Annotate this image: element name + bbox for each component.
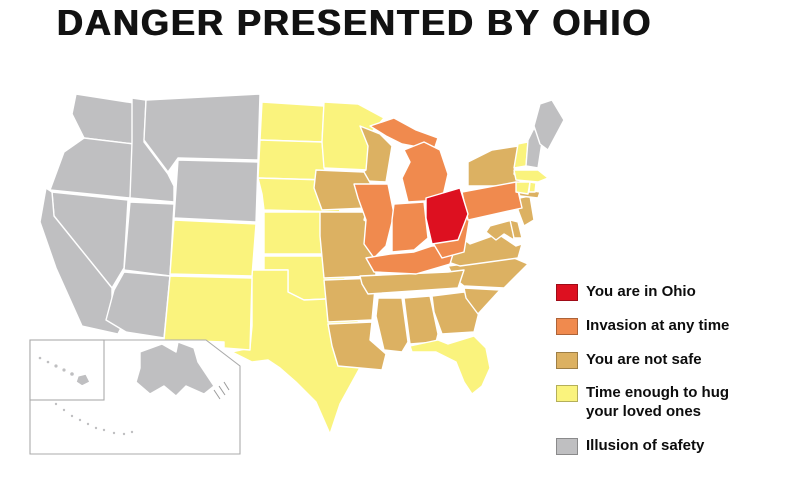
- legend-swatch-not_safe: [556, 351, 578, 369]
- state-ri: [528, 181, 537, 193]
- state-co: [169, 219, 257, 277]
- legend-swatch-ohio: [556, 284, 578, 301]
- state-hi: [38, 356, 91, 387]
- legend-label: You are not safe: [586, 350, 702, 368]
- state-wy: [173, 159, 259, 223]
- legend-item-illusion: Illusion of safety: [556, 437, 792, 456]
- legend-label: Illusion of safety: [586, 436, 705, 454]
- state-fl: [409, 335, 491, 395]
- legend: You are in Ohio Invasion at any time You…: [556, 283, 792, 471]
- state-mt: [143, 93, 261, 173]
- state-wa: [71, 93, 141, 145]
- legend-item-invasion: Invasion at any time: [556, 317, 792, 336]
- legend-label: Invasion at any time: [586, 316, 730, 334]
- legend-item-ohio: You are in Ohio: [556, 283, 792, 302]
- page-title: DANGER PRESENTED BY OHIO: [57, 2, 653, 43]
- us-map: [29, 93, 565, 455]
- legend-swatch-illusion: [556, 437, 578, 455]
- legend-label: Time enough to hug your loved ones: [586, 384, 730, 420]
- legend-item-not_safe: You are not safe: [556, 351, 792, 370]
- state-ma: [513, 169, 549, 183]
- state-me: [533, 99, 565, 151]
- state-ak: [54, 341, 215, 436]
- legend-swatch-hug: [556, 385, 578, 403]
- legend-label: You are in Ohio: [586, 283, 696, 300]
- state-in: [391, 201, 429, 253]
- state-ct: [515, 181, 531, 195]
- state-nd: [259, 101, 325, 143]
- state-tn: [359, 269, 465, 295]
- state-or: [49, 137, 135, 199]
- state-ms: [375, 297, 409, 353]
- legend-item-hug: Time enough to hug your loved ones: [556, 384, 792, 422]
- hawaii-inset-box: [29, 339, 105, 401]
- state-ar: [323, 277, 377, 323]
- state-ut: [123, 201, 175, 277]
- inset-annotation: [213, 381, 230, 400]
- state-pa: [461, 181, 523, 221]
- state-ga: [431, 291, 481, 335]
- legend-swatch-invasion: [556, 317, 578, 335]
- state-sc: [463, 287, 501, 315]
- state-de: [509, 219, 523, 239]
- state-oh: [425, 187, 469, 245]
- state-mi-upper: [369, 117, 439, 151]
- state-la: [327, 321, 387, 371]
- state-nm: [163, 275, 253, 351]
